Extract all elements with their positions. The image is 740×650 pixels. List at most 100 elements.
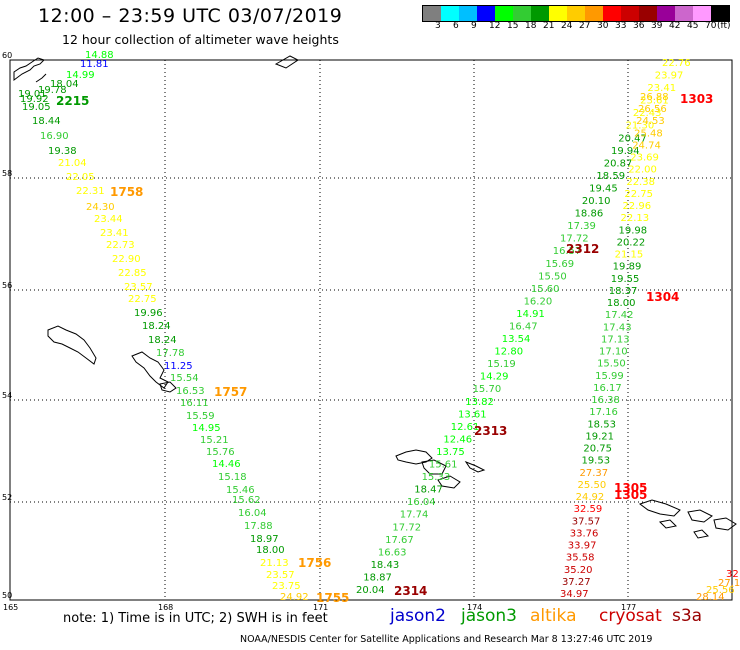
wave-height-value: 22.31: [76, 186, 105, 197]
color-swatch: [567, 6, 585, 21]
pass-time-label: 1303: [680, 92, 713, 106]
wave-height-value: 23.41: [647, 83, 676, 94]
pass-time-label: 2314: [394, 584, 427, 598]
wave-height-value: 37.27: [562, 577, 591, 588]
track-t2215-1758: 14.8811.8114.9918.0419.7819.0119.9219.05…: [18, 50, 309, 603]
wave-height-value: 18.53: [587, 419, 616, 430]
wave-height-value: 13.54: [502, 334, 531, 345]
pass-time-label: 1305: [614, 481, 647, 495]
wave-height-value: 16.63: [378, 547, 407, 558]
longitude-label: 174: [467, 603, 482, 612]
color-scale-label: 39: [651, 21, 663, 31]
wave-height-value: 14.99: [66, 70, 95, 81]
wave-height-value: 19.01: [18, 89, 47, 100]
wave-height-value: 18.86: [575, 209, 604, 220]
wave-height-value: 23.69: [630, 153, 659, 164]
wave-height-value: 15.62: [232, 495, 261, 506]
wave-height-value: 17.72: [392, 522, 421, 533]
wave-height-value: 19.98: [619, 225, 648, 236]
wave-height-value: 22.75: [624, 189, 653, 200]
island-west-c: [159, 381, 177, 393]
color-swatch: [423, 6, 441, 21]
wave-height-value: 16.17: [593, 383, 622, 394]
pass-time-label: 1755: [316, 591, 349, 605]
wave-height-value: 17.74: [400, 510, 429, 521]
coastline-northwest: [13, 57, 45, 81]
wave-height-value: 18.00: [256, 545, 285, 556]
wave-height-value: 22.75: [128, 294, 157, 305]
island-east-b: [687, 509, 713, 523]
legend-mission-jason2: jason2: [390, 606, 446, 626]
latitude-label: 50: [2, 591, 12, 600]
wave-height-value: 14.88: [85, 50, 114, 61]
wave-height-value: 20.47: [618, 133, 647, 144]
longitude-label: 168: [158, 603, 173, 612]
map-subtitle: 12 hour collection of altimeter wave hei…: [62, 32, 339, 47]
pass-time-labels: 2215 1758 1757 1756 1755 2314 2313 2312 1303 1304…: [56, 92, 713, 605]
wave-height-value: 18.24: [142, 321, 171, 332]
wave-height-value: 32.59: [574, 504, 603, 515]
wave-height-value: 18.87: [363, 572, 392, 583]
wave-height-value: 22.96: [622, 201, 651, 212]
wave-height-value: 24.92: [576, 492, 605, 503]
color-scale-label: 21: [543, 21, 555, 31]
wave-height-value: 23.57: [124, 282, 153, 293]
wave-height-value: 19.05: [22, 102, 51, 113]
color-scale-label: 15: [507, 21, 519, 31]
legend-mission-altika: altika: [530, 606, 577, 626]
wave-height-value: 17.72: [560, 234, 589, 245]
pass-time-label: 1757: [214, 385, 247, 399]
wave-height-value: 12.80: [494, 347, 523, 358]
wave-height-value: 11.25: [164, 361, 193, 372]
island-east-c: [713, 517, 737, 531]
color-scale-label: 70: [705, 21, 717, 31]
wave-height-value: 15.21: [200, 435, 229, 446]
color-scale-label: 42: [669, 21, 681, 31]
wave-height-value: 28.14: [696, 592, 725, 603]
wave-height-value: 13.75: [436, 447, 465, 458]
wave-height-value: 34.97: [560, 589, 589, 600]
wave-height-value: 14.29: [480, 372, 509, 383]
pass-time-label: 2215: [56, 94, 89, 108]
wave-height-value: 13.61: [458, 409, 487, 420]
pass-time-label: 1758: [110, 185, 143, 199]
wave-height-value: 21.13: [260, 558, 289, 569]
wave-height-value: 19.45: [589, 183, 618, 194]
wave-height-value: 26.56: [638, 104, 667, 115]
wave-height-value: 25.50: [578, 480, 607, 491]
wave-height-value: 23.41: [100, 228, 129, 239]
wave-height-value: 20.10: [582, 196, 611, 207]
color-swatch: [711, 6, 729, 21]
wave-height-value: 21.30: [626, 121, 655, 132]
wave-height-value: 21.04: [58, 158, 87, 169]
wave-height-value: 22.73: [106, 240, 135, 251]
color-scale-label: 3: [435, 21, 441, 31]
wave-height-value: 24.92: [280, 592, 309, 603]
color-scale-bar: [422, 5, 730, 22]
footer-credit: NOAA/NESDIS Center for Satellite Applica…: [240, 634, 653, 645]
wave-height-value: 14.91: [516, 309, 545, 320]
wave-height-value: 16.04: [407, 497, 436, 508]
wave-height-value: 19.92: [20, 94, 49, 105]
wave-height-value: 23.75: [272, 581, 301, 592]
wave-height-value: 18.44: [32, 116, 61, 127]
wave-height-value: 18.97: [250, 534, 279, 545]
wave-height-value: 20.87: [604, 158, 633, 169]
island-east-a: [638, 499, 681, 517]
latitude-label: 54: [2, 391, 12, 400]
color-scale-label: 9: [471, 21, 477, 31]
island-central-b: [421, 459, 447, 475]
color-scale-label: 33: [615, 21, 627, 31]
wave-height-value: 22.05: [66, 172, 95, 183]
wave-height-value: 19.21: [585, 431, 614, 442]
wave-height-value: 20.04: [356, 585, 385, 596]
wave-height-value: 26.88: [640, 92, 669, 103]
wave-height-value: 33.76: [570, 528, 599, 539]
legend-mission-cryosat: cryosat: [599, 606, 662, 626]
wave-height-value: 16.04: [238, 508, 267, 519]
wave-height-value: 18.00: [607, 298, 636, 309]
wave-height-value: 19.78: [38, 85, 67, 96]
